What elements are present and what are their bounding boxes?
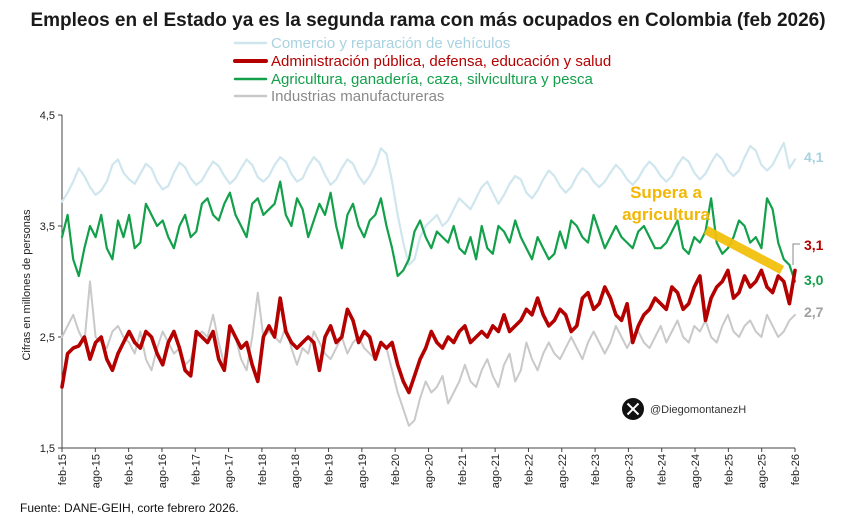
x-tick-label-20: feb-25 [723, 454, 735, 485]
y-tick-label-2: 3,5 [40, 221, 55, 233]
end-label-2: 3,0 [804, 272, 824, 288]
x-tick-label-15: ago-22 [557, 454, 569, 488]
x-tick-label-9: ago-19 [357, 454, 369, 488]
series-line-1 [60, 268, 797, 395]
end-label-3: 2,7 [804, 304, 824, 320]
series-lines [60, 141, 797, 427]
watermark-handle: @DiegomontanezH [650, 404, 746, 416]
x-tick-label-16: feb-23 [590, 454, 602, 485]
x-tick-label-8: feb-19 [324, 454, 336, 485]
y-tick-label-0: 1,5 [40, 443, 55, 455]
x-logo-glyph [626, 402, 640, 416]
end-label-0: 4,1 [804, 149, 824, 165]
x-tick-label-4: feb-17 [190, 454, 202, 485]
x-tick-label-2: feb-16 [124, 454, 136, 485]
chart-title: Empleos en el Estado ya es la segunda ra… [30, 10, 825, 31]
x-tick-label-14: feb-22 [523, 454, 535, 485]
series-line-0 [60, 141, 797, 266]
x-tick-label-21: ago-25 [757, 454, 769, 488]
legend: Comercio y reparación de vehículosAdmini… [233, 35, 611, 105]
annotation-arrow [703, 226, 785, 274]
source-note: Fuente: DANE-GEIH, corte febrero 2026. [20, 501, 239, 515]
y-axis-label: Cifras en millones de personas [21, 209, 33, 361]
x-tick-label-19: ago-24 [690, 454, 702, 488]
legend-label-2: Agricultura, ganadería, caza, silvicultu… [271, 71, 593, 88]
x-tick-label-13: ago-21 [490, 454, 502, 488]
y-tick-label-1: 2,5 [40, 332, 55, 344]
annotation: Supera a agricultura [622, 183, 785, 274]
x-tick-label-5: ago-17 [224, 454, 236, 488]
x-tick-label-22: feb-26 [790, 454, 802, 485]
x-tick-label-7: ago-18 [290, 454, 302, 488]
watermark: @DiegomontanezH [622, 398, 746, 420]
x-tick-label-0: feb-15 [57, 454, 69, 485]
axes: 1,5 2,5 3,5 4,5 feb-15 ago-15 feb-16 ago-16 feb-… [40, 110, 802, 488]
end-labels: 4,1 3,1 3,0 2,7 [792, 149, 824, 320]
x-tick-label-1: ago-15 [90, 454, 102, 488]
end-label-connector [792, 243, 800, 265]
legend-label-1: Administración pública, defensa, educaci… [271, 53, 611, 70]
end-label-1: 3,1 [804, 237, 824, 253]
x-tick-label-11: ago-20 [424, 454, 436, 488]
y-tick-label-3: 4,5 [40, 110, 55, 122]
x-tick-label-12: feb-21 [457, 454, 469, 485]
annotation-line-2: agricultura [622, 205, 710, 224]
x-tick-label-10: feb-20 [390, 454, 402, 485]
x-tick-label-17: ago-23 [623, 454, 635, 488]
legend-label-3: Industrias manufactureras [271, 88, 444, 105]
x-tick-label-6: feb-18 [257, 454, 269, 485]
x-tick-label-3: ago-16 [157, 454, 169, 488]
series-line-2 [60, 180, 797, 283]
x-tick-label-18: feb-24 [657, 454, 669, 485]
annotation-line-1: Supera a [630, 183, 702, 202]
legend-label-0: Comercio y reparación de vehículos [271, 35, 510, 52]
